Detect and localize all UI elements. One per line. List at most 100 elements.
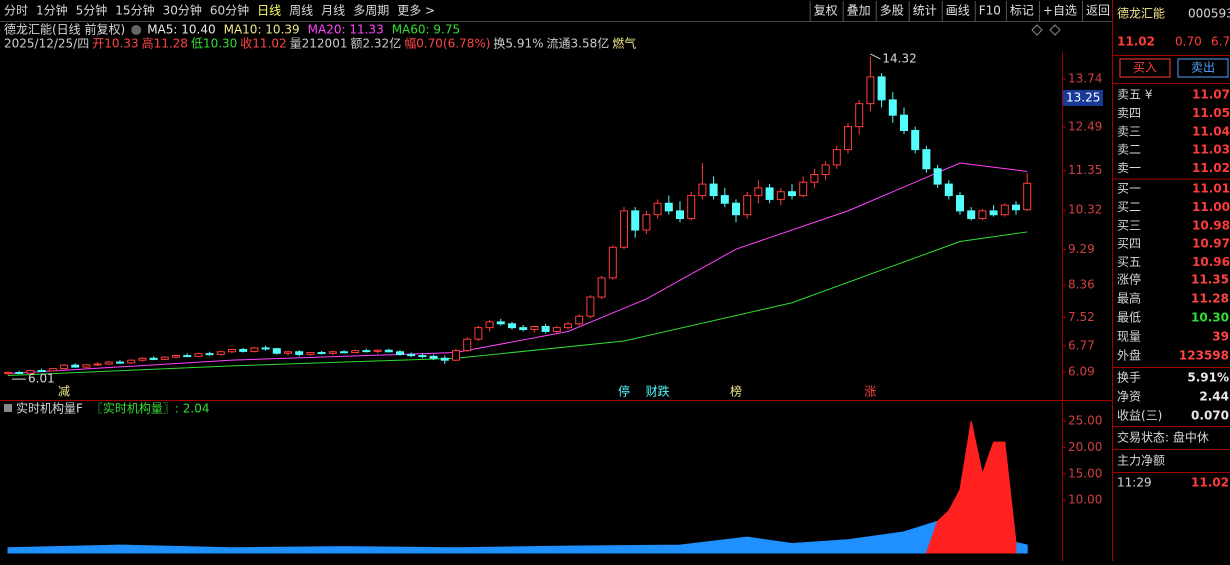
tab[interactable]: 月线 [321,4,345,18]
candle-body [810,174,819,183]
candle-body [788,191,796,197]
candle-body [351,350,360,354]
action-button[interactable]: 统计 [913,4,937,18]
stat-value: 11.35 [1191,273,1229,287]
candle-body [922,149,931,170]
book-label: 卖一 [1117,161,1141,175]
candle-body [1000,204,1009,216]
candle-body [956,195,964,212]
stat-value: 39 [1212,330,1229,344]
tab[interactable]: 多周期 [353,4,389,18]
book-label: 买二 [1117,200,1141,214]
quote-field: 收11.02 [240,37,286,51]
y-tick-label: 12.49 [1068,120,1102,134]
candle-body [754,187,763,197]
change: 0.70 [1175,35,1202,49]
action-button[interactable]: 标记 [1010,4,1034,18]
tab[interactable]: 5分钟 [76,3,108,18]
tab[interactable]: 60分钟 [210,3,249,18]
candle-body [508,323,516,329]
tab[interactable]: 日线 [257,4,281,18]
candle-body [205,353,214,356]
candle-body [519,327,528,331]
book-price: 11.02 [1192,161,1230,175]
event-marker[interactable]: 榜 [730,384,742,399]
candle-body [485,321,494,329]
stat-value: 11.28 [1191,292,1229,306]
action-button[interactable]: 画线 [946,4,970,18]
event-marker[interactable]: 停 [618,384,630,399]
book-label: 卖五 ¥ [1117,88,1153,102]
tick-time: 11:29 [1117,476,1152,490]
tab[interactable]: 1分钟 [36,3,68,18]
sell-button[interactable] [1177,58,1229,78]
candle-body [877,76,886,101]
action-button[interactable]: +自选 [1043,4,1077,18]
book-price: 11.00 [1192,200,1230,214]
action-button[interactable]: F10 [979,4,1001,18]
ma-label: MA5: 10.40 [147,23,215,37]
quote-field: 2025/12/25/四 [4,37,89,51]
candle-body [71,364,80,368]
book-label: 买一 [1117,182,1141,196]
candle-body [172,355,180,358]
y-tick-label: 20.00 [1068,440,1102,454]
ma-label: MA10: 10.39 [224,23,300,37]
candle-body [104,361,113,365]
event-marker[interactable]: 涨 [864,384,876,399]
tab[interactable]: 30分钟 [163,3,202,18]
action-button[interactable]: 返回 [1086,4,1110,18]
action-button[interactable]: 叠加 [847,4,871,18]
buy-button[interactable] [1119,58,1171,78]
candle-body [474,327,483,340]
action-button[interactable]: 多股 [880,4,904,18]
candle-body [732,202,740,216]
y-tick-label: 10.32 [1068,203,1102,217]
y-tick-label: 6.77 [1068,339,1095,353]
candle-body [552,327,561,332]
chart-title: 德龙汇能(日线 前复权) [4,22,125,37]
candle-body [1012,204,1020,211]
ma-line [7,231,1028,376]
current-price-tag [1063,89,1103,106]
high-pointer [870,53,881,60]
candle-body [866,76,875,105]
candle-body [261,347,270,350]
tab[interactable]: 15分钟 [115,3,154,18]
candle-body [328,351,337,354]
icons [1031,24,1061,36]
candle-body [496,321,505,325]
candle-body [888,99,897,116]
quote-field: 低10.30 [191,37,237,51]
candle-body [687,195,696,220]
candle-body [653,202,662,216]
candle-body [911,129,920,151]
candle-body [720,195,729,204]
candle-body [429,355,438,359]
tab[interactable]: 更多 > [397,4,435,18]
quote-field: 量212001 [290,37,348,51]
candle-body [575,315,584,325]
stat-value: 123598 [1179,349,1229,363]
event-marker[interactable]: 减 [58,385,70,399]
action-button[interactable]: 复权 [814,4,838,18]
candle-body [138,357,147,361]
buy-label[interactable]: 买入 [1133,61,1157,75]
stat-value: 2.44 [1199,390,1229,404]
candle-body [317,352,326,355]
tab[interactable]: 分时 [4,4,28,18]
candle-body [463,338,472,352]
sell-label[interactable]: 卖出 [1191,61,1215,75]
tab[interactable]: 周线 [289,4,313,18]
candle-body [4,371,12,375]
candle-body [832,149,841,166]
event-marker[interactable]: 财跌 [646,384,670,399]
change-pct: 6.78% [1211,35,1230,49]
quote-field: 开10.33 [92,37,138,51]
candle-body [855,103,864,128]
y-tick-label: 7.52 [1068,310,1095,324]
candle-body [664,202,673,212]
candle-body [48,368,57,372]
candle-body [160,356,169,360]
